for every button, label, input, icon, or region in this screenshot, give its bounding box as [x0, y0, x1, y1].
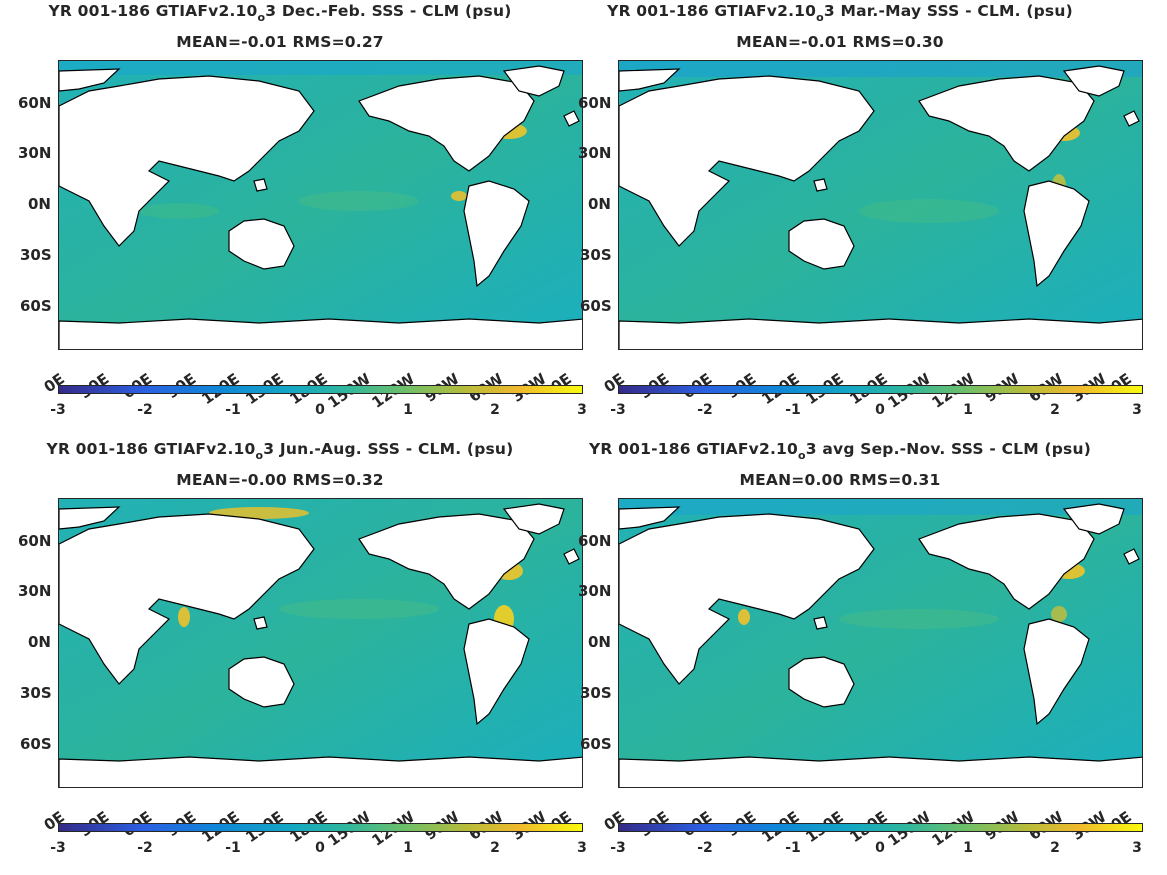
colorbar	[618, 385, 1143, 394]
lat-tick: 30S	[580, 684, 612, 702]
colorbar-tick: -3	[610, 402, 626, 418]
colorbar-tick: -1	[225, 840, 241, 856]
colorbar-tick: -1	[785, 402, 801, 418]
lat-tick: 0N	[28, 633, 51, 651]
colorbar-tick: -1	[225, 402, 241, 418]
colorbar-tick: -3	[50, 402, 66, 418]
colorbar-tick: 3	[577, 840, 587, 856]
panel-stats: MEAN=0.00 RMS=0.31	[739, 471, 941, 489]
panel-stats: MEAN=-0.01 RMS=0.30	[736, 33, 944, 51]
colorbar	[58, 385, 583, 394]
panel-title: YR 001-186 GTIAFv2.10o3 Dec.-Feb. SSS - …	[48, 2, 512, 24]
lat-tick: 30N	[18, 582, 52, 600]
colorbar-tick: 0	[315, 840, 325, 856]
lat-tick: 0N	[28, 195, 51, 213]
panel-title: YR 001-186 GTIAFv2.10o3 avg Sep.-Nov. SS…	[589, 440, 1091, 462]
map-panel-jun-aug: YR 001-186 GTIAFv2.10o3 Jun.-Aug. SSS - …	[0, 438, 587, 868]
colorbar-tick: 3	[1132, 402, 1142, 418]
colorbar-tick: 3	[577, 402, 587, 418]
colorbar-tick: 2	[1050, 840, 1060, 856]
colorbar-tick: 2	[490, 402, 500, 418]
colorbar-tick: -2	[137, 840, 153, 856]
sss-anomaly-map	[618, 498, 1143, 788]
panel-stats: MEAN=-0.00 RMS=0.32	[176, 471, 384, 489]
colorbar-tick: 3	[1132, 840, 1142, 856]
lat-tick: 0N	[588, 195, 611, 213]
colorbar-tick: -2	[137, 402, 153, 418]
panel-stats: MEAN=-0.01 RMS=0.27	[176, 33, 384, 51]
colorbar-tick: -3	[610, 840, 626, 856]
lat-tick: 30N	[578, 582, 612, 600]
colorbar-tick: 2	[490, 840, 500, 856]
colorbar-tick: -3	[50, 840, 66, 856]
map-panel-mar-may: YR 001-186 GTIAFv2.10o3 Mar.-May SSS - C…	[560, 0, 1143, 430]
lat-tick: 60N	[578, 532, 612, 550]
colorbar-tick: -2	[697, 840, 713, 856]
lat-tick: 60N	[578, 94, 612, 112]
panel-title: YR 001-186 GTIAFv2.10o3 Jun.-Aug. SSS - …	[46, 440, 514, 462]
lat-tick: 30N	[18, 144, 52, 162]
colorbar-tick: 1	[963, 402, 973, 418]
lat-tick: 60S	[20, 297, 52, 315]
lat-tick: 0N	[588, 633, 611, 651]
colorbar-tick: 0	[875, 402, 885, 418]
map-panel-dec-feb: YR 001-186 GTIAFv2.10o3 Dec.-Feb. SSS - …	[0, 0, 587, 430]
map-panel-sep-nov: YR 001-186 GTIAFv2.10o3 avg Sep.-Nov. SS…	[560, 438, 1143, 868]
sss-anomaly-map	[58, 60, 583, 350]
lat-tick: 30S	[20, 246, 52, 264]
colorbar-tick: 1	[403, 840, 413, 856]
colorbar-tick: -1	[785, 840, 801, 856]
lat-tick: 30S	[20, 684, 52, 702]
lat-tick: 30S	[580, 246, 612, 264]
colorbar-tick: 0	[875, 840, 885, 856]
lat-tick: 60N	[18, 94, 52, 112]
colorbar	[58, 823, 583, 832]
lat-tick: 60S	[580, 297, 612, 315]
colorbar-tick: -2	[697, 402, 713, 418]
sss-anomaly-map	[618, 60, 1143, 350]
colorbar-tick: 0	[315, 402, 325, 418]
colorbar-tick: 1	[963, 840, 973, 856]
colorbar-tick: 2	[1050, 402, 1060, 418]
colorbar	[618, 823, 1143, 832]
panel-title: YR 001-186 GTIAFv2.10o3 Mar.-May SSS - C…	[607, 2, 1073, 24]
lat-tick: 60S	[20, 735, 52, 753]
colorbar-tick: 1	[403, 402, 413, 418]
lat-tick: 30N	[578, 144, 612, 162]
lat-tick: 60S	[580, 735, 612, 753]
sss-anomaly-map	[58, 498, 583, 788]
lat-tick: 60N	[18, 532, 52, 550]
